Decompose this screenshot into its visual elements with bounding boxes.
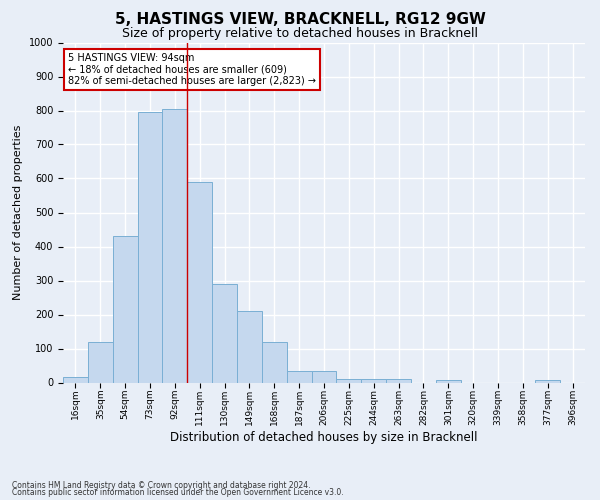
Bar (436, 380, 461, 382)
Bar (535, 380, 560, 382)
Text: Contains public sector information licensed under the Open Government Licence v3: Contains public sector information licen… (12, 488, 344, 497)
Bar (386, 379, 411, 382)
Bar (137, 112, 163, 382)
Text: Contains HM Land Registry data © Crown copyright and database right 2024.: Contains HM Land Registry data © Crown c… (12, 480, 311, 490)
Bar (337, 379, 361, 382)
Bar (88, 342, 113, 382)
Y-axis label: Number of detached properties: Number of detached properties (13, 125, 23, 300)
Bar (212, 284, 237, 382)
Bar (361, 379, 386, 382)
Text: 5, HASTINGS VIEW, BRACKNELL, RG12 9GW: 5, HASTINGS VIEW, BRACKNELL, RG12 9GW (115, 12, 485, 28)
Bar (113, 236, 137, 382)
Bar (63, 378, 88, 382)
Text: Size of property relative to detached houses in Bracknell: Size of property relative to detached ho… (122, 28, 478, 40)
Bar (237, 311, 262, 382)
Bar (187, 182, 212, 382)
Bar (311, 370, 337, 382)
Bar (287, 370, 311, 382)
X-axis label: Distribution of detached houses by size in Bracknell: Distribution of detached houses by size … (170, 430, 478, 444)
Text: 5 HASTINGS VIEW: 94sqm
← 18% of detached houses are smaller (609)
82% of semi-de: 5 HASTINGS VIEW: 94sqm ← 18% of detached… (68, 52, 316, 86)
Bar (262, 342, 287, 382)
Bar (163, 109, 187, 382)
